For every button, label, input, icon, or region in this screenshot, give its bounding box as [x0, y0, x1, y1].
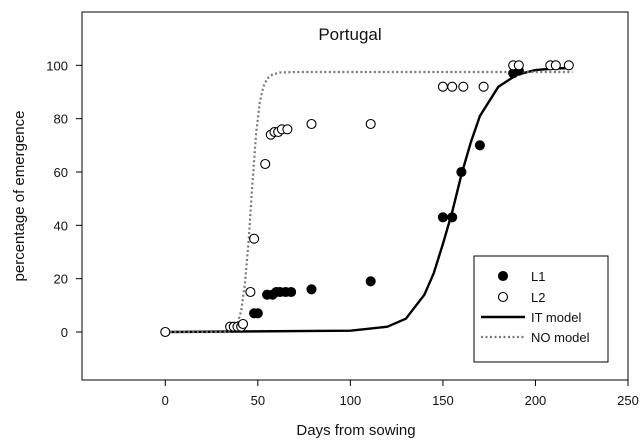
l2-point	[478, 81, 489, 92]
y-tick-label: 100	[46, 58, 68, 73]
l1-point	[306, 284, 317, 295]
x-axis-label: Days from sowing	[296, 422, 415, 439]
x-tick-label: 250	[617, 393, 639, 408]
l2-point	[260, 158, 271, 170]
x-tick-label: 50	[251, 393, 265, 408]
x-tick-label: 100	[340, 393, 362, 408]
legend-label-l2: L2	[531, 290, 545, 305]
y-tick-label: 40	[54, 218, 68, 233]
l2-point	[306, 118, 317, 130]
no-model-line	[165, 70, 573, 334]
l2-point	[458, 81, 469, 92]
l1-point	[447, 212, 458, 223]
legend-marker-l2	[497, 291, 509, 303]
legend-marker-l1	[497, 270, 509, 282]
x-axis: 0 50 100 150 200 250	[162, 380, 639, 408]
legend-box	[473, 255, 609, 363]
l1-point	[286, 286, 297, 298]
x-tick-label: 0	[162, 393, 169, 408]
l2-point	[447, 81, 458, 92]
data-points	[160, 60, 574, 338]
y-tick-label: 80	[54, 112, 68, 127]
it-model-line	[165, 66, 573, 334]
y-tick-label: 0	[61, 325, 68, 340]
l2-point	[563, 60, 574, 71]
chart-title: Portugal	[318, 25, 381, 44]
l2-point	[437, 81, 448, 92]
l2-point	[160, 326, 171, 338]
legend-label-it-model: IT model	[531, 310, 581, 325]
l1-point	[456, 166, 467, 178]
legend-label-no-model: NO model	[531, 330, 590, 345]
l2-point	[365, 118, 376, 130]
model-lines	[165, 66, 573, 334]
x-tick-label: 200	[525, 393, 547, 408]
l2-point	[513, 60, 524, 71]
y-tick-label: 60	[54, 165, 68, 180]
l2-point	[245, 286, 256, 298]
x-tick-label: 150	[432, 393, 454, 408]
l2-point	[237, 318, 249, 330]
l2-point	[249, 233, 260, 244]
legend-label-l1: L1	[531, 269, 545, 284]
l1-point	[474, 140, 485, 151]
l1-point	[365, 276, 376, 287]
l1-point	[437, 212, 448, 223]
y-tick-label: 20	[54, 272, 68, 287]
l1-point	[252, 308, 263, 319]
l2-point	[550, 60, 561, 71]
l2-point	[282, 124, 293, 135]
legend: L1 L2 IT model NO model	[473, 255, 609, 363]
y-axis-label: percentage of emergence	[11, 111, 28, 282]
y-axis: 0 20 40 60 80 100	[46, 58, 82, 340]
plot-frame	[81, 11, 629, 381]
